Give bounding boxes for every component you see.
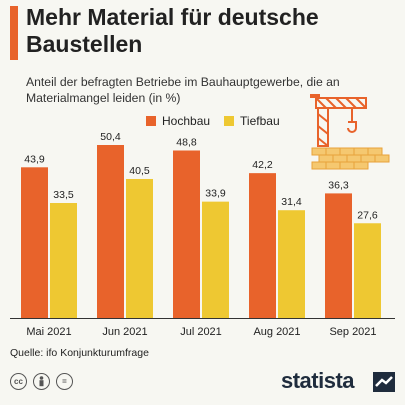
legend-item-hochbau: Hochbau <box>146 114 210 128</box>
bar-hochbau-3 <box>173 150 200 318</box>
bar-tiefbau-5 <box>354 223 381 318</box>
bar-chart: 43,9 33,5 Mai 2021 50,4 40,5 Jun 2021 48,8 33,9… <box>10 131 395 338</box>
accent-bar <box>10 6 18 60</box>
legend-item-tiefbau: Tiefbau <box>224 114 280 128</box>
crane-illustration-icon <box>310 94 390 170</box>
data-label-hochbau-2: 50,4 <box>100 131 121 143</box>
x-tick-label-1: Mai 2021 <box>26 326 71 338</box>
legend-swatch-hochbau <box>146 116 156 126</box>
data-label-tiefbau-2: 40,5 <box>129 165 150 177</box>
statista-logo-icon <box>373 372 395 392</box>
bar-tiefbau-4 <box>278 210 305 318</box>
chart-title: Mehr Material für deutsche Baustellen <box>26 4 319 57</box>
bar-tiefbau-2 <box>126 178 153 318</box>
statista-logo[interactable]: statista <box>281 368 355 393</box>
x-tick-label-2: Jun 2021 <box>102 326 147 338</box>
bar-hochbau-1 <box>21 167 48 318</box>
data-label-hochbau-1: 43,9 <box>24 153 45 165</box>
legend-swatch-tiefbau <box>224 116 235 126</box>
data-label-tiefbau-1: 33,5 <box>53 189 74 201</box>
data-label-hochbau-5: 36,3 <box>328 179 349 191</box>
bar-tiefbau-3 <box>202 201 229 318</box>
equals-icon[interactable]: = <box>56 373 73 390</box>
x-tick-label-3: Jul 2021 <box>180 326 222 338</box>
data-label-hochbau-3: 48,8 <box>176 136 197 148</box>
bar-hochbau-4 <box>249 173 276 318</box>
chart-subtitle: Anteil der befragten Betriebe im Bauhaup… <box>26 75 340 105</box>
person-icon[interactable] <box>33 373 50 390</box>
legend-label-tiefbau: Tiefbau <box>240 114 280 128</box>
legend-label-hochbau: Hochbau <box>162 114 211 128</box>
cc-icon[interactable]: cc <box>10 373 27 390</box>
source-note: Quelle: ifo Konjunkturumfrage <box>10 347 149 359</box>
bar-hochbau-5 <box>325 193 352 318</box>
license-icons: cc = <box>10 373 79 390</box>
x-tick-label-4: Aug 2021 <box>253 326 300 338</box>
bar-hochbau-2 <box>97 145 124 318</box>
bar-tiefbau-1 <box>50 203 77 318</box>
x-tick-label-5: Sep 2021 <box>329 326 376 338</box>
legend: Hochbau Tiefbau <box>146 114 294 128</box>
data-label-tiefbau-3: 33,9 <box>205 188 226 200</box>
data-label-tiefbau-4: 31,4 <box>281 196 302 208</box>
data-label-hochbau-4: 42,2 <box>252 159 273 171</box>
data-label-tiefbau-5: 27,6 <box>357 209 378 221</box>
